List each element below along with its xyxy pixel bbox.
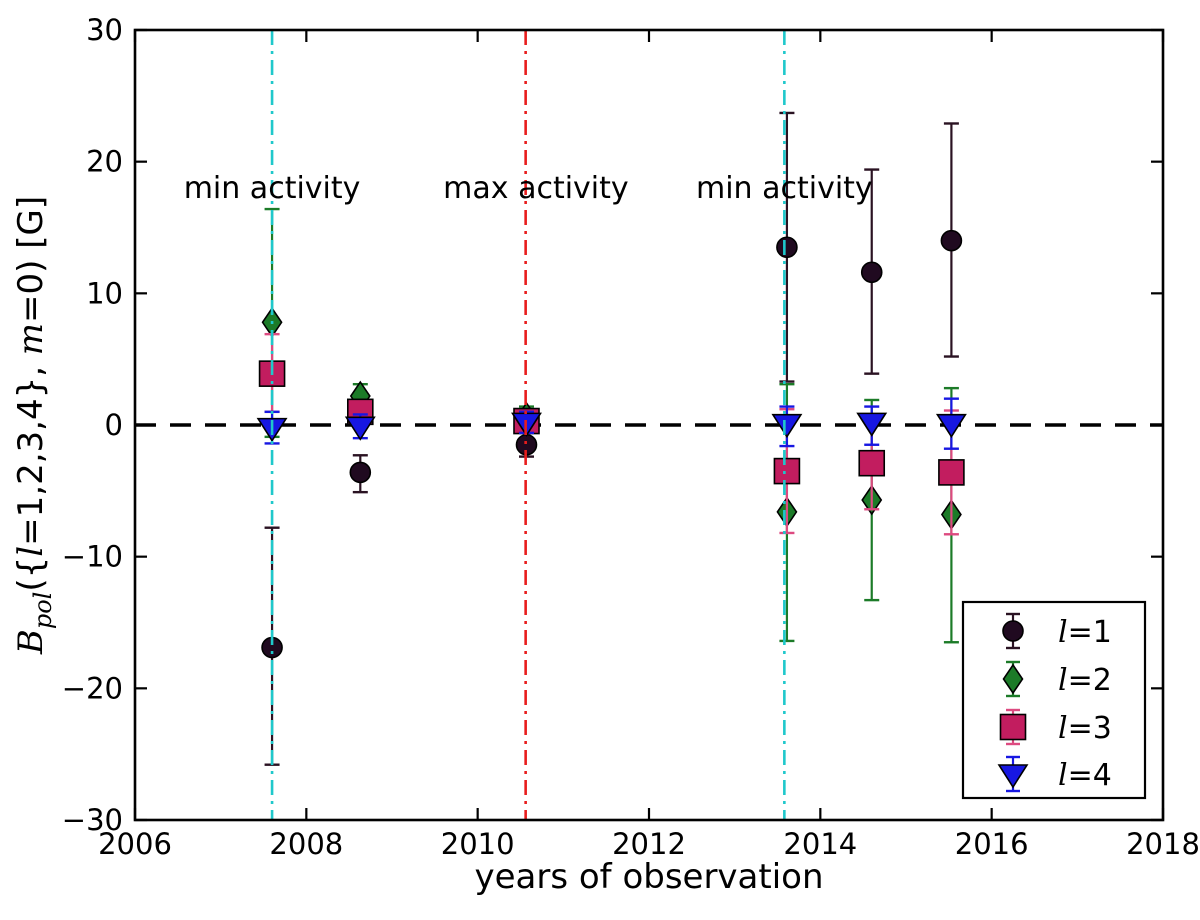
y-tick-label: 30	[86, 13, 123, 47]
y-tick-label: 0	[105, 408, 123, 442]
legend-box	[961, 600, 1147, 800]
x-tick-label: 2012	[612, 827, 686, 861]
y-label-segment: =1,2,3,4},	[11, 355, 51, 546]
legend-label: l=2	[1058, 663, 1112, 698]
y-label-segment: B	[11, 629, 51, 655]
legend-label-rest: =3	[1068, 711, 1112, 746]
data-point-l1	[349, 461, 372, 484]
x-tick-label: 2008	[269, 827, 343, 861]
y-label-segment: ({	[11, 557, 51, 592]
legend: l=1l=2l=3l=4	[961, 600, 1147, 800]
data-point-l3	[773, 457, 801, 485]
x-tick-label: 2016	[955, 827, 1029, 861]
legend-label-rest: =1	[1068, 615, 1112, 650]
legend-item-l3: l=3	[999, 708, 1112, 746]
data-point-l4	[856, 412, 888, 437]
y-tick-label: 20	[86, 145, 123, 179]
legend-item-l1: l=1	[1002, 612, 1112, 650]
data-point-l1	[940, 229, 963, 252]
legend-label-math: l	[1058, 615, 1068, 650]
legend-label: l=4	[1058, 758, 1112, 793]
x-tick-label: 2010	[441, 827, 515, 861]
data-point-l1	[860, 261, 883, 284]
x-tick-label: 2006	[98, 827, 172, 861]
axes-ticks: 2006 2008 2010 2012 2014 2016 2018 −30 −20 −10 0 10…	[62, 13, 1200, 861]
y-axis-label: Bpol({l=1,2,3,4}, m=0) [G]	[11, 196, 57, 655]
annotation-min-activity-0: min activity	[184, 171, 361, 206]
legend-label-rest: =2	[1068, 663, 1112, 698]
legend-marker-l3	[999, 713, 1027, 741]
x-tick-label: 2014	[783, 827, 857, 861]
y-tick-label: −20	[62, 671, 123, 705]
legend-label-math: l	[1058, 711, 1068, 746]
legend-marker-l1	[1002, 620, 1024, 642]
y-label-segment: =0) [G]	[11, 196, 51, 323]
y-tick-label: 10	[86, 276, 123, 310]
annotation-max-activity-1: max activity	[443, 171, 628, 206]
data-point-l1	[776, 236, 798, 259]
legend-label-math: l	[1058, 663, 1068, 698]
legend-marker-l4	[997, 764, 1029, 789]
y-axis-label-text: Bpol({l=1,2,3,4}, m=0) [G]	[11, 196, 57, 655]
data-point-l4	[771, 413, 803, 439]
data-point-l3	[858, 449, 886, 477]
x-tick-label: 2018	[1126, 827, 1200, 861]
legend-label-math: l	[1058, 758, 1068, 793]
y-label-segment: l	[11, 546, 51, 557]
y-tick-label: −30	[62, 803, 123, 837]
legend-label-rest: =4	[1068, 758, 1112, 793]
series-l1	[261, 111, 963, 766]
legend-label: l=3	[1058, 711, 1112, 746]
annotation-min-activity-2: min activity	[696, 171, 873, 206]
data-point-l4	[935, 413, 967, 439]
data-point-l4	[344, 416, 376, 441]
legend-label: l=1	[1058, 615, 1112, 650]
legend-item-l4: l=4	[997, 755, 1112, 793]
legend-marker-l2	[1002, 663, 1024, 695]
y-tick-label: −10	[62, 540, 123, 574]
y-label-segment: pol	[29, 592, 57, 630]
y-label-segment: m	[11, 323, 51, 355]
legend-item-l2: l=2	[1002, 660, 1112, 698]
x-axis-label: years of observation	[474, 857, 823, 897]
series-l3	[258, 332, 965, 536]
data-point-l3	[938, 459, 965, 486]
